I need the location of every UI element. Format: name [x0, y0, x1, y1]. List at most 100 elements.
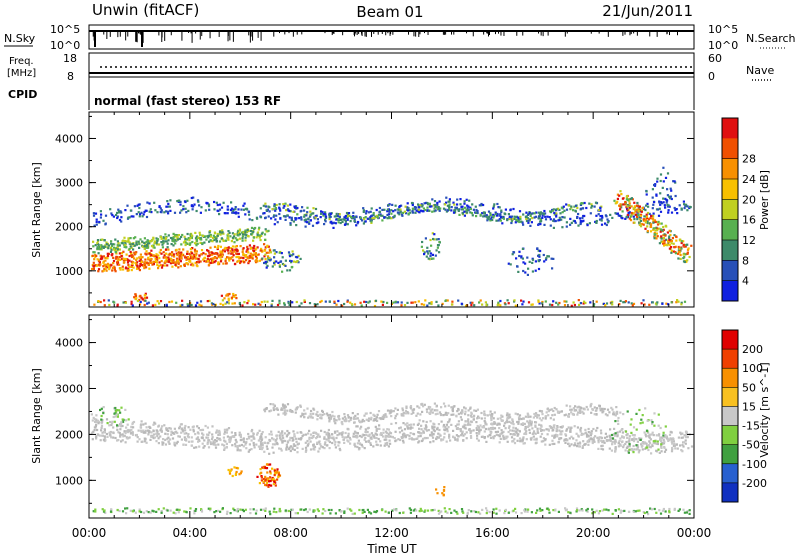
velocity-cell [589, 431, 592, 434]
velocity-cell [556, 411, 560, 414]
power-cell [102, 255, 105, 258]
power-cell [685, 204, 688, 207]
power-cell [558, 208, 561, 211]
velocity-cell [282, 439, 285, 442]
velocity-cell [521, 423, 524, 426]
power-cell [218, 240, 222, 243]
power-cell [525, 219, 529, 223]
power-cell [550, 211, 553, 214]
power-cell [624, 217, 627, 220]
velocity-cell [102, 438, 105, 441]
power-cell [126, 261, 130, 264]
velocity-cell [100, 426, 103, 429]
power-cell [286, 204, 289, 207]
power-cell [163, 264, 166, 267]
power-cell [229, 256, 232, 259]
velocity-cell [556, 426, 559, 429]
power-cell [234, 245, 237, 248]
velocity-cell [190, 436, 193, 439]
velocity-cell [447, 404, 450, 407]
power-cell [341, 304, 344, 307]
velocity-cell [546, 407, 549, 410]
power-cell [125, 253, 128, 256]
power-cell [190, 250, 193, 253]
power-cell [123, 236, 126, 239]
station-title: Unwin (fitACF) [92, 1, 199, 19]
power-cell [531, 303, 534, 306]
power-cell [237, 231, 241, 235]
power-cell [153, 246, 156, 249]
power-cell [116, 216, 119, 220]
velocity-cell [347, 440, 350, 443]
velocity-data [90, 402, 694, 516]
power-cell [423, 253, 426, 256]
power-cell [257, 228, 260, 231]
power-cell [598, 218, 602, 221]
power-cell [563, 300, 566, 303]
power-cell [410, 301, 413, 304]
velocity-cell [306, 407, 309, 410]
power-cell [629, 215, 632, 218]
power-cell [157, 238, 160, 241]
power-cell [290, 216, 293, 219]
power-cell [141, 256, 144, 259]
power-cell [233, 211, 236, 214]
power-cell [355, 224, 358, 227]
power-cell [524, 271, 527, 274]
velocity-cell [402, 414, 405, 417]
power-cell [255, 257, 258, 260]
velocity-cell [229, 439, 232, 442]
power-cell [562, 205, 565, 208]
velocity-cell [132, 420, 136, 424]
velocity-cell [113, 412, 116, 415]
power-cell [273, 214, 276, 217]
power-cell [164, 252, 168, 255]
power-cell [633, 218, 636, 221]
power-cell [291, 265, 294, 269]
velocity-cell [685, 433, 688, 436]
power-cell [492, 213, 495, 216]
power-cell [537, 254, 540, 257]
velocity-cell [472, 418, 475, 421]
power-cell [555, 301, 558, 304]
power-cell [528, 212, 531, 215]
power-cell [289, 210, 292, 213]
power-cell [370, 220, 373, 223]
velocity-cell [686, 436, 689, 439]
power-cell [216, 246, 219, 249]
velocity-cell [528, 431, 531, 434]
power-cell [632, 302, 636, 305]
power-cell [632, 212, 635, 215]
velocity-cell [423, 427, 426, 430]
power-cell [240, 256, 243, 259]
velocity-cell [614, 447, 617, 450]
power-cell [164, 233, 167, 236]
power-cell [458, 213, 461, 216]
power-cell [174, 233, 177, 237]
velocity-cell [334, 441, 337, 444]
velocity-cell [333, 443, 337, 446]
velocity-cell [264, 483, 267, 487]
power-cell [94, 212, 98, 215]
power-cell [252, 249, 256, 252]
power-cell [165, 260, 168, 263]
velocity-cell [470, 436, 473, 439]
power-cell [473, 304, 476, 307]
velocity-cell [446, 430, 449, 433]
velocity-cell [585, 433, 589, 436]
power-cell [227, 252, 230, 255]
power-cell [156, 240, 159, 243]
power-cell [235, 252, 238, 255]
velocity-cell [635, 438, 638, 441]
power-cell [282, 215, 286, 218]
velocity-cell [174, 444, 177, 447]
velocity-cell [292, 443, 295, 446]
power-cell [296, 213, 299, 216]
power-cell [662, 166, 665, 169]
power-cell [114, 249, 117, 252]
power-cell [195, 244, 198, 247]
velocity-cell [155, 432, 158, 435]
power-cell [229, 235, 232, 238]
power-cell [303, 215, 306, 218]
power-cell [661, 302, 664, 305]
